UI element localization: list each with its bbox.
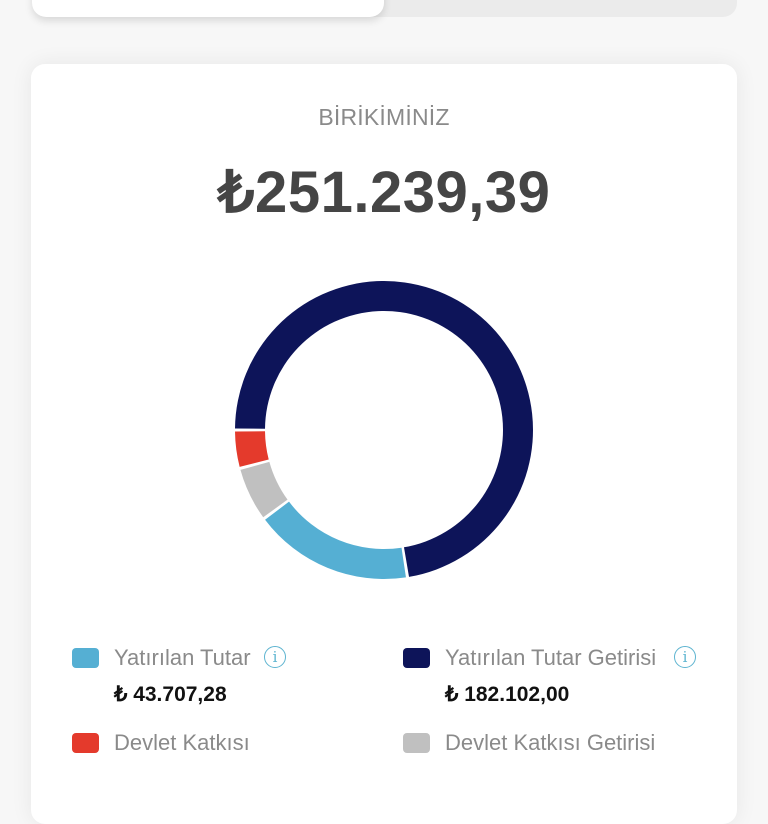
legend-swatch	[72, 733, 99, 753]
donut-segment	[235, 431, 269, 467]
legend-swatch	[403, 648, 430, 668]
savings-card	[31, 64, 737, 824]
donut-segment	[265, 501, 406, 579]
card-title: BİRİKİMİNİZ	[318, 104, 450, 130]
legend-swatch	[72, 648, 99, 668]
legend-value: ₺ 43.707,28	[114, 683, 227, 706]
top-tab-active[interactable]	[32, 0, 384, 17]
donut-segment	[240, 461, 288, 518]
info-circle-icon[interactable]: i	[674, 646, 696, 668]
savings-donut-chart	[235, 281, 533, 579]
legend-swatch	[403, 733, 430, 753]
info-circle-icon[interactable]: i	[264, 646, 286, 668]
legend-label: Yatırılan Tutar Getirisi	[445, 645, 657, 670]
legend-value: ₺ 182.102,00	[445, 683, 570, 706]
legend-label: Yatırılan Tutar	[114, 645, 251, 670]
total-savings-amount: ₺251.239,39	[217, 160, 551, 225]
legend-label: Devlet Katkısı Getirisi	[445, 730, 656, 755]
legend-label: Devlet Katkısı	[114, 730, 250, 755]
